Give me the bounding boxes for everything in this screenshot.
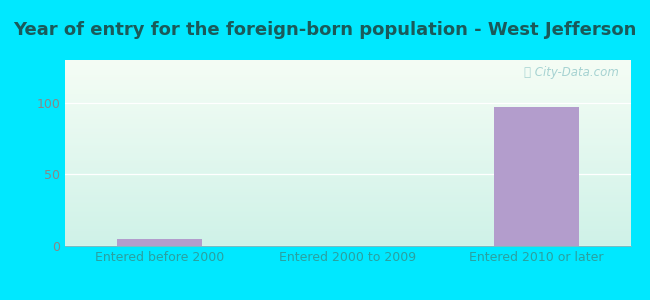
Text: ⓘ City-Data.com: ⓘ City-Data.com — [525, 66, 619, 79]
Bar — [117, 239, 202, 246]
Text: Year of entry for the foreign-born population - West Jefferson: Year of entry for the foreign-born popul… — [13, 21, 637, 39]
Bar — [494, 107, 578, 246]
